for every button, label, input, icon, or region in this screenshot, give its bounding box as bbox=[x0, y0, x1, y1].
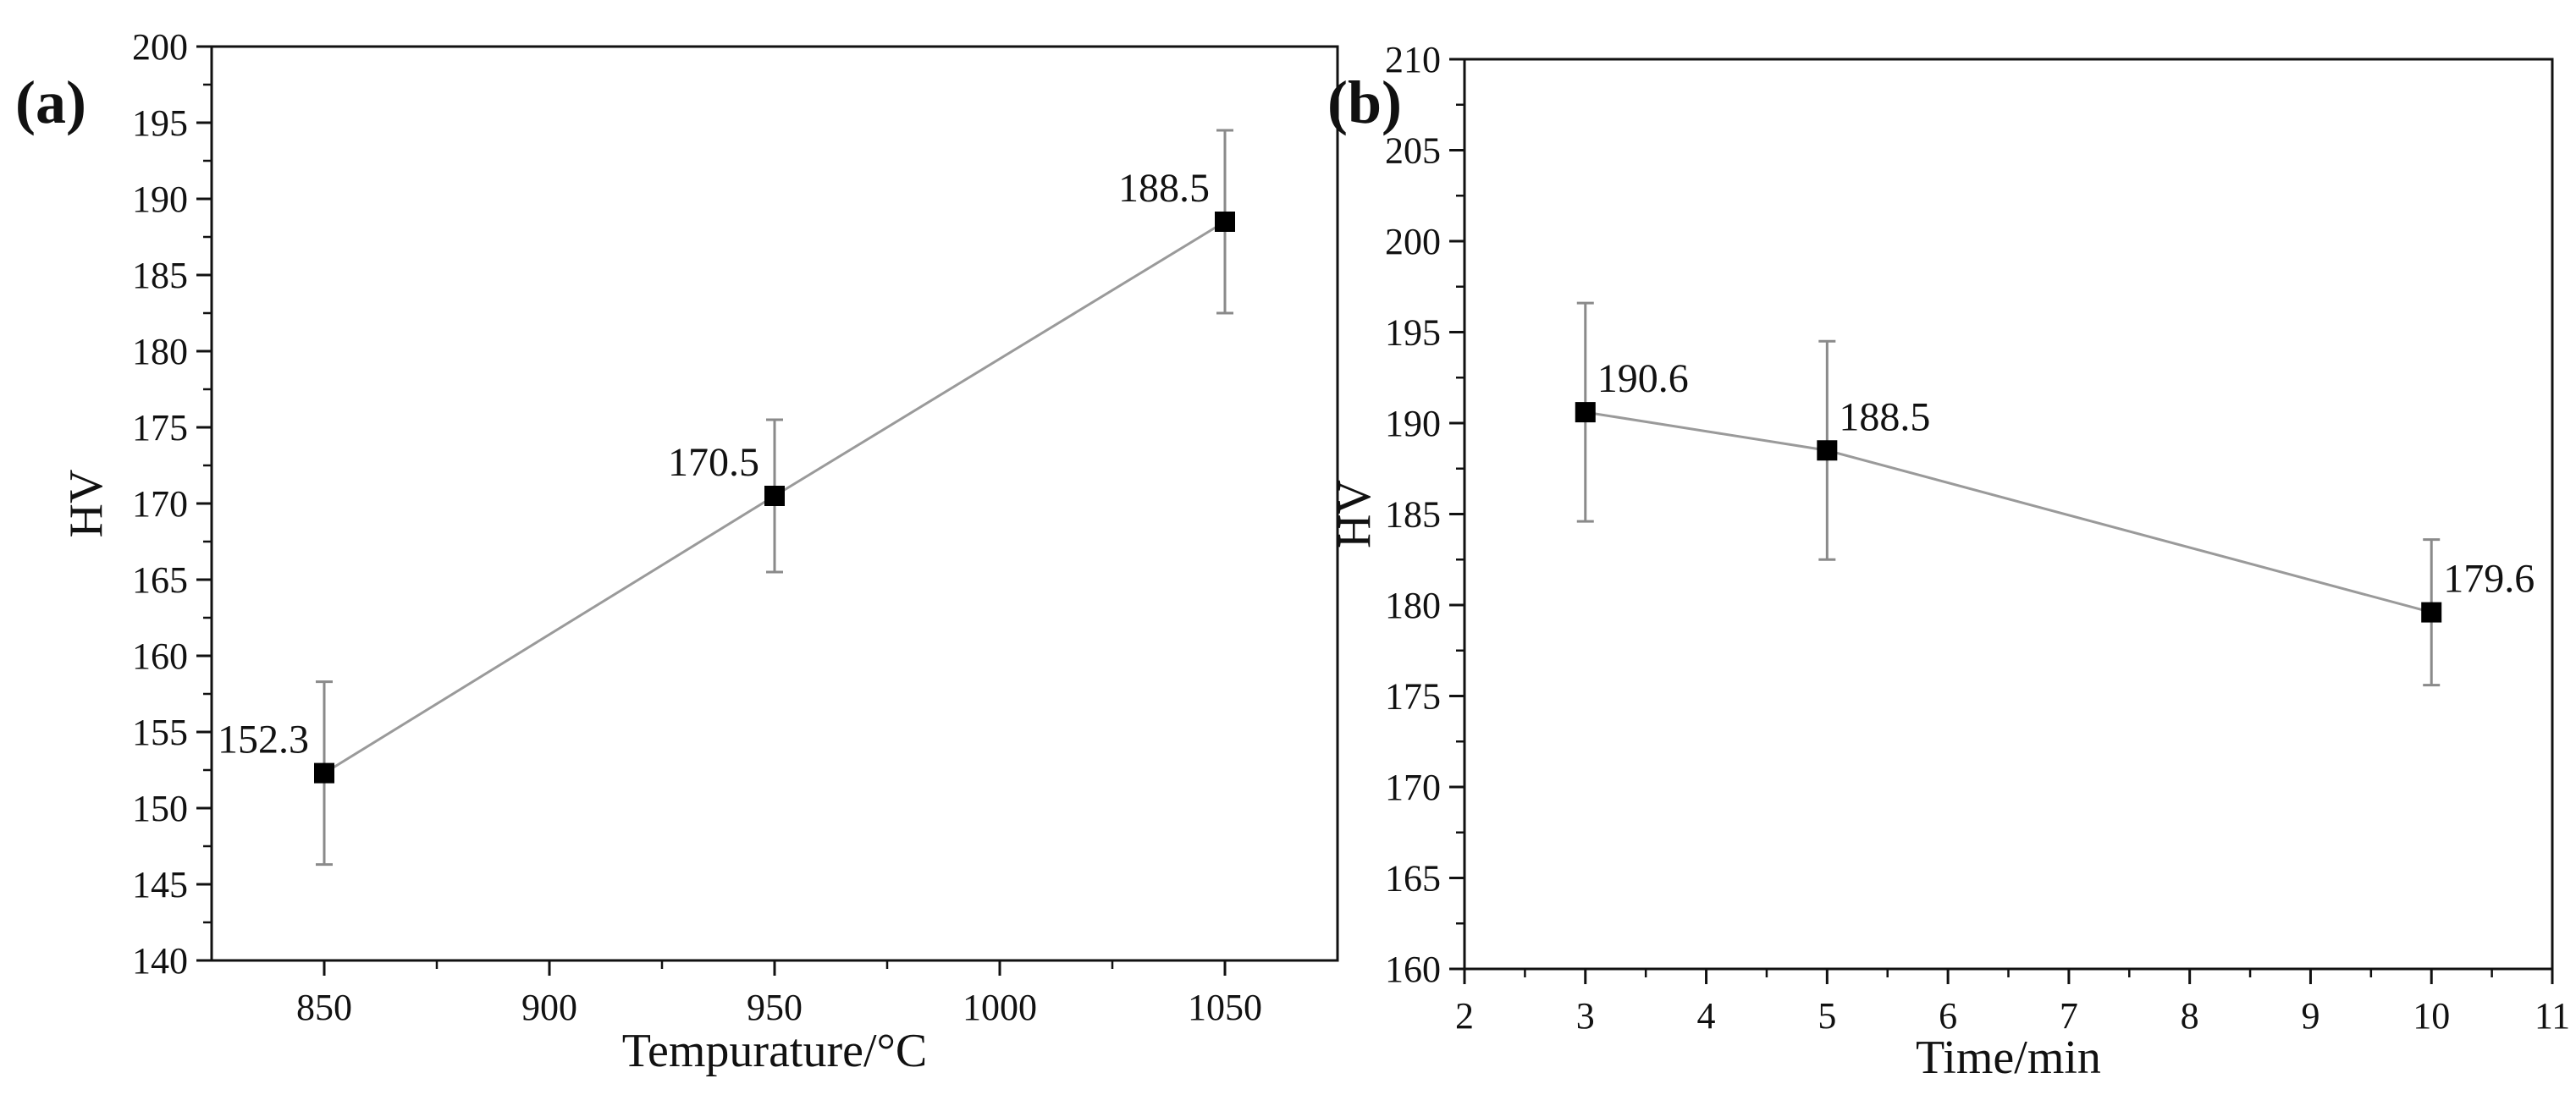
x-tick-label: 1050 bbox=[1188, 987, 1262, 1028]
y-tick-label: 190 bbox=[132, 179, 188, 220]
data-label: 170.5 bbox=[668, 440, 759, 485]
chart-panel-a: (a) 140 145 150 155 160 165 170 175 180 185 190 195 2… bbox=[15, 26, 1339, 1077]
x-axis-title: Time/min bbox=[1916, 1032, 2101, 1084]
y-tick-label: 200 bbox=[132, 26, 188, 68]
y-tick-label: 165 bbox=[1385, 858, 1441, 900]
plot-frame bbox=[1463, 58, 2554, 971]
x-tick-label: 9 bbox=[2301, 995, 2320, 1037]
y-tick-label: 140 bbox=[132, 940, 188, 982]
x-tick-label: 4 bbox=[1697, 995, 1716, 1037]
y-tick-label: 205 bbox=[1385, 130, 1441, 172]
y-tick-label: 210 bbox=[1385, 39, 1441, 80]
x-tick-label: 850 bbox=[296, 987, 352, 1028]
x-tick-label: 6 bbox=[1939, 995, 1957, 1037]
y-tick-label: 185 bbox=[1385, 494, 1441, 536]
y-tick-label: 165 bbox=[132, 559, 188, 601]
data-label: 188.5 bbox=[1839, 394, 1930, 439]
series-line bbox=[1585, 410, 2432, 614]
x-tick-label: 7 bbox=[2060, 995, 2078, 1037]
data-point bbox=[764, 486, 785, 506]
y-tick-label: 185 bbox=[132, 255, 188, 296]
data-label: 190.6 bbox=[1597, 356, 1689, 401]
data-point bbox=[1817, 440, 1838, 461]
data-point bbox=[1575, 402, 1596, 423]
panel-label: (a) bbox=[15, 69, 86, 136]
y-tick-label: 160 bbox=[132, 636, 188, 677]
y-tick-label: 200 bbox=[1385, 221, 1441, 262]
y-tick-label: 175 bbox=[1385, 676, 1441, 718]
data-label: 152.3 bbox=[218, 718, 309, 762]
data-point bbox=[1215, 212, 1235, 232]
y-tick-label: 180 bbox=[132, 331, 188, 372]
data-point bbox=[2421, 602, 2442, 623]
x-tick-label: 900 bbox=[521, 987, 577, 1028]
data-label: 179.6 bbox=[2443, 557, 2535, 602]
panel-label: (b) bbox=[1327, 69, 1402, 136]
y-tick-label: 145 bbox=[132, 864, 188, 905]
y-tick-label: 160 bbox=[1385, 949, 1441, 990]
x-tick-label: 3 bbox=[1576, 995, 1595, 1037]
x-tick-label: 10 bbox=[2413, 995, 2450, 1037]
y-tick-label: 155 bbox=[132, 712, 188, 753]
x-tick-label: 950 bbox=[747, 987, 803, 1028]
x-tick-label: 2 bbox=[1455, 995, 1474, 1037]
y-tick-label: 190 bbox=[1385, 403, 1441, 444]
y-tick-label: 195 bbox=[1385, 312, 1441, 354]
y-axis-title: HV bbox=[1328, 480, 1381, 548]
y-tick-label: 170 bbox=[132, 483, 188, 525]
x-tick-label: 8 bbox=[2181, 995, 2199, 1037]
data-label: 188.5 bbox=[1118, 166, 1210, 211]
y-tick-label: 150 bbox=[132, 788, 188, 829]
y-axis-title: HV bbox=[60, 470, 113, 538]
x-tick-label: 5 bbox=[1818, 995, 1836, 1037]
x-axis-title: Tempurature/°C bbox=[622, 1025, 928, 1077]
y-tick-label: 195 bbox=[132, 102, 188, 144]
y-tick-label: 175 bbox=[132, 407, 188, 448]
x-tick-label: 1000 bbox=[963, 987, 1037, 1028]
y-tick-label: 170 bbox=[1385, 767, 1441, 808]
y-tick-label: 180 bbox=[1385, 585, 1441, 626]
data-point bbox=[314, 762, 334, 784]
chart-panel-b: (b) 160 165 170 175 180 185 190 195 200 205 210 2 3 4 5… bbox=[1327, 39, 2570, 1084]
x-tick-label: 11 bbox=[2535, 995, 2570, 1037]
